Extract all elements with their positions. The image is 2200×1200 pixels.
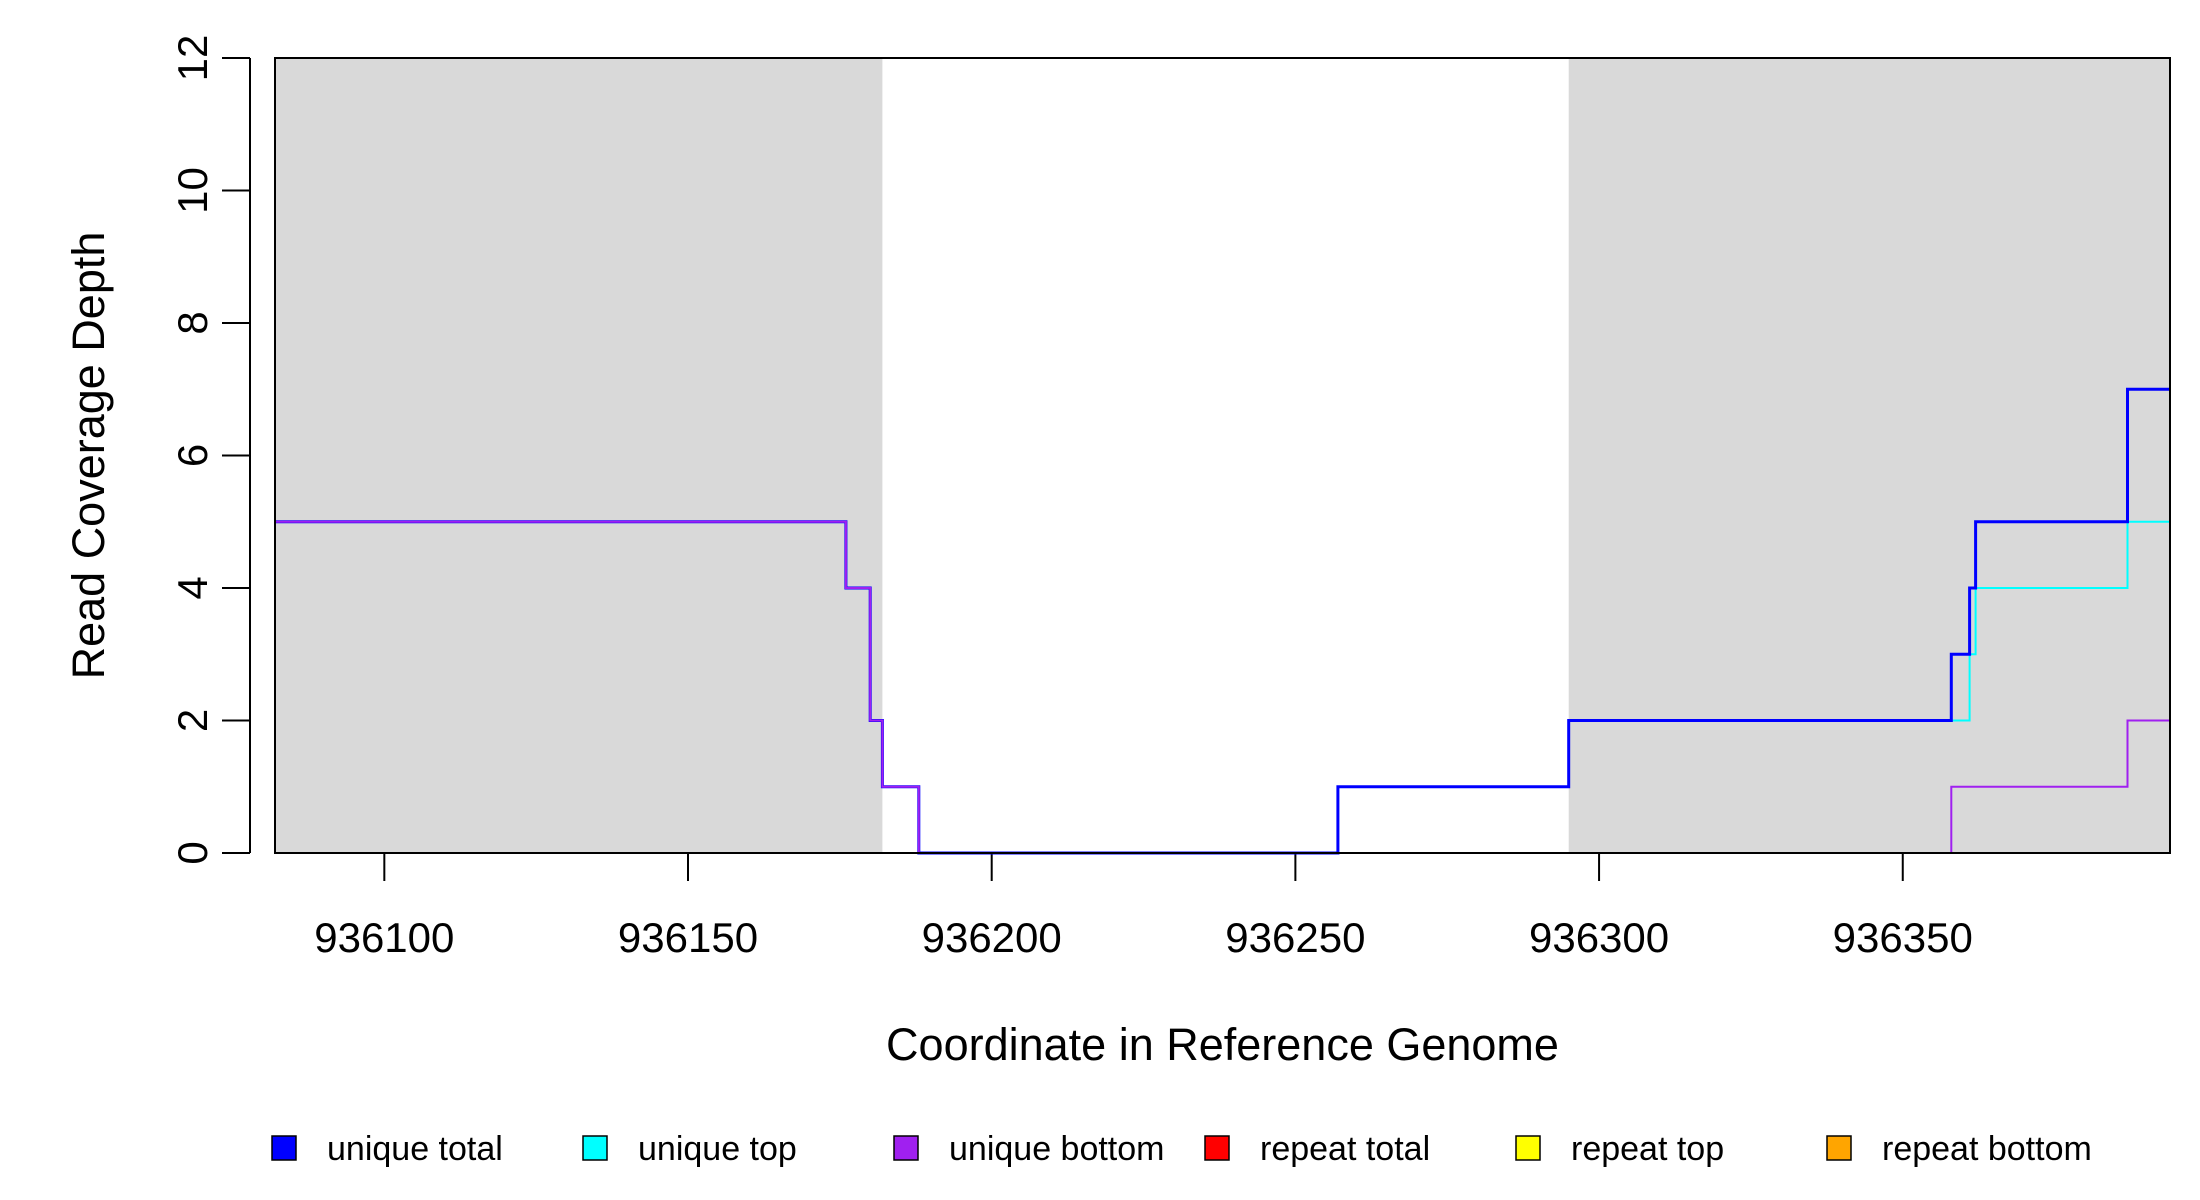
y-axis-title: Read Coverage Depth	[63, 232, 114, 680]
legend-swatch	[1204, 1135, 1230, 1161]
x-tick-label: 936350	[1833, 914, 1973, 961]
legend-item-unique-top: unique top	[582, 1130, 797, 1168]
legend-label: repeat total	[1260, 1130, 1430, 1168]
y-tick-label: 4	[169, 576, 216, 599]
x-tick-label: 936100	[314, 914, 454, 961]
series-line-unique-bottom	[275, 520, 2170, 854]
x-tick-label: 936250	[1225, 914, 1365, 961]
x-tick-label: 936300	[1529, 914, 1669, 961]
legend-swatch	[582, 1135, 608, 1161]
y-tick-label: 12	[169, 35, 216, 82]
legend-swatch	[271, 1135, 297, 1161]
legend-label: unique top	[638, 1130, 797, 1168]
y-tick-label: 6	[169, 444, 216, 467]
x-tick-label: 936200	[922, 914, 1062, 961]
shaded-regions	[275, 58, 2170, 853]
x-axis-title: Coordinate in Reference Genome	[886, 1019, 1559, 1070]
x-tick-label: 936150	[618, 914, 758, 961]
y-tick-label: 8	[169, 311, 216, 334]
legend: unique total unique top unique bottom repea…	[271, 1130, 2092, 1168]
tick-labels: 0 2 4 6 8 10 12 936100 936150 936200 936250 936300 9…	[169, 35, 1973, 961]
legend-swatch	[893, 1135, 919, 1161]
legend-label: unique total	[327, 1130, 503, 1168]
legend-swatch	[1826, 1135, 1852, 1161]
y-tick-label: 2	[169, 709, 216, 732]
legend-label: unique bottom	[949, 1130, 1165, 1168]
plot-frame	[274, 57, 2171, 854]
legend-item-repeat-bottom: repeat bottom	[1826, 1130, 2092, 1168]
legend-item-repeat-top: repeat top	[1515, 1130, 1724, 1168]
legend-label: repeat bottom	[1882, 1130, 2092, 1168]
legend-label: repeat top	[1571, 1130, 1724, 1168]
y-tick-label: 0	[169, 841, 216, 864]
axes	[222, 57, 1904, 881]
y-tick-label: 10	[169, 167, 216, 214]
legend-swatch	[1515, 1135, 1541, 1161]
legend-item-repeat-total: repeat total	[1204, 1130, 1430, 1168]
shaded-region-2	[1568, 58, 2170, 853]
legend-item-unique-bottom: unique bottom	[893, 1130, 1165, 1168]
shaded-region-1	[275, 58, 883, 853]
legend-item-unique-total: unique total	[271, 1130, 503, 1168]
